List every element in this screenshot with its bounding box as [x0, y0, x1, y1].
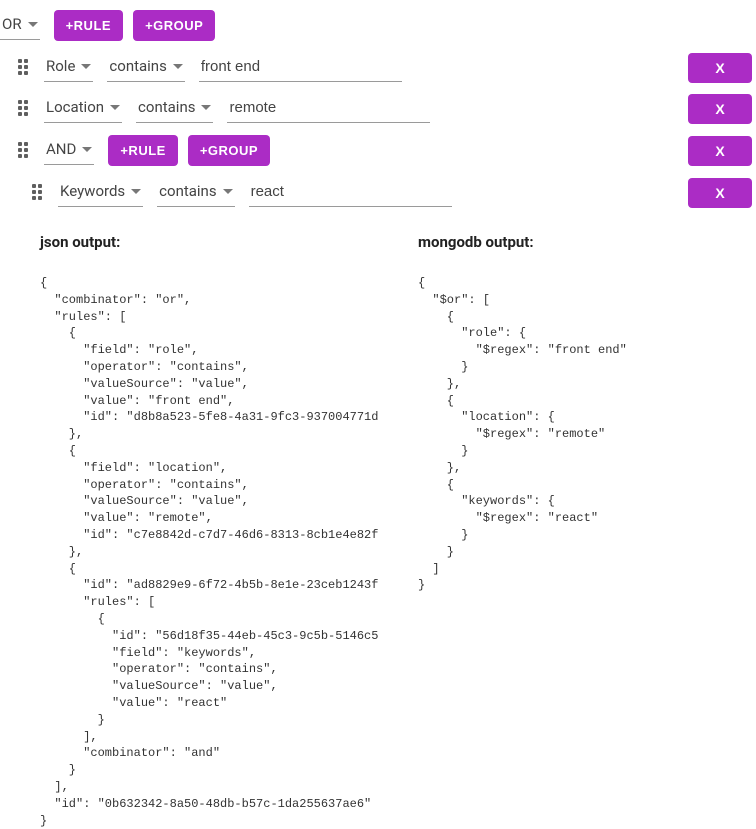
operator-select[interactable]: contains [107, 53, 184, 82]
rule-row: Role contains X [0, 47, 756, 88]
add-group-button[interactable]: +GROUP [133, 10, 215, 41]
chevron-down-icon [28, 22, 38, 27]
chevron-down-icon [201, 105, 211, 110]
combinator-label: AND [46, 140, 76, 158]
mongodb-output-heading: mongodb output: [418, 233, 756, 251]
drag-handle-icon[interactable] [18, 142, 36, 160]
delete-rule-button[interactable]: X [688, 94, 752, 124]
field-label: Role [46, 57, 75, 75]
combinator-label: OR [2, 15, 22, 33]
chevron-down-icon [223, 189, 233, 194]
json-output-pre: { "combinator": "or", "rules": [ { "fiel… [40, 275, 378, 829]
combinator-select[interactable]: AND [44, 136, 94, 165]
json-output-column: json output: { "combinator": "or", "rule… [40, 233, 378, 829]
drag-handle-icon[interactable] [32, 184, 50, 202]
value-input[interactable] [199, 54, 402, 82]
chevron-down-icon [110, 105, 120, 110]
field-select[interactable]: Location [44, 94, 122, 123]
operator-label: contains [109, 57, 166, 75]
chevron-down-icon [82, 147, 92, 152]
operator-label: contains [159, 182, 216, 200]
group-header-nested: AND +RULE +GROUP X [0, 129, 756, 172]
rule-row: Location contains X [0, 88, 756, 129]
chevron-down-icon [173, 64, 183, 69]
group-header-root: OR +RULE +GROUP [0, 4, 756, 47]
value-input[interactable] [249, 179, 452, 207]
delete-rule-button[interactable]: X [688, 178, 752, 208]
drag-handle-icon[interactable] [18, 59, 36, 77]
json-output-heading: json output: [40, 233, 378, 251]
field-select[interactable]: Keywords [58, 178, 143, 207]
outputs-section: json output: { "combinator": "or", "rule… [0, 213, 756, 829]
mongodb-output-column: mongodb output: { "$or": [ { "role": { "… [418, 233, 756, 829]
chevron-down-icon [81, 64, 91, 69]
add-group-button[interactable]: +GROUP [188, 135, 270, 166]
operator-select[interactable]: contains [136, 94, 213, 123]
add-rule-button[interactable]: +RULE [108, 135, 177, 166]
value-input[interactable] [227, 95, 430, 123]
delete-rule-button[interactable]: X [688, 53, 752, 83]
mongodb-output-pre: { "$or": [ { "role": { "$regex": "front … [418, 275, 756, 594]
add-rule-button[interactable]: +RULE [54, 10, 123, 41]
combinator-select[interactable]: OR [0, 11, 40, 40]
drag-handle-icon[interactable] [18, 100, 36, 118]
operator-select[interactable]: contains [157, 178, 234, 207]
operator-label: contains [138, 98, 195, 116]
chevron-down-icon [131, 189, 141, 194]
field-label: Location [46, 98, 104, 116]
query-builder: OR +RULE +GROUP Role contains X Location… [0, 0, 756, 213]
rule-row: Keywords contains X [0, 172, 756, 213]
field-label: Keywords [60, 182, 125, 200]
delete-group-button[interactable]: X [688, 136, 752, 166]
field-select[interactable]: Role [44, 53, 93, 82]
